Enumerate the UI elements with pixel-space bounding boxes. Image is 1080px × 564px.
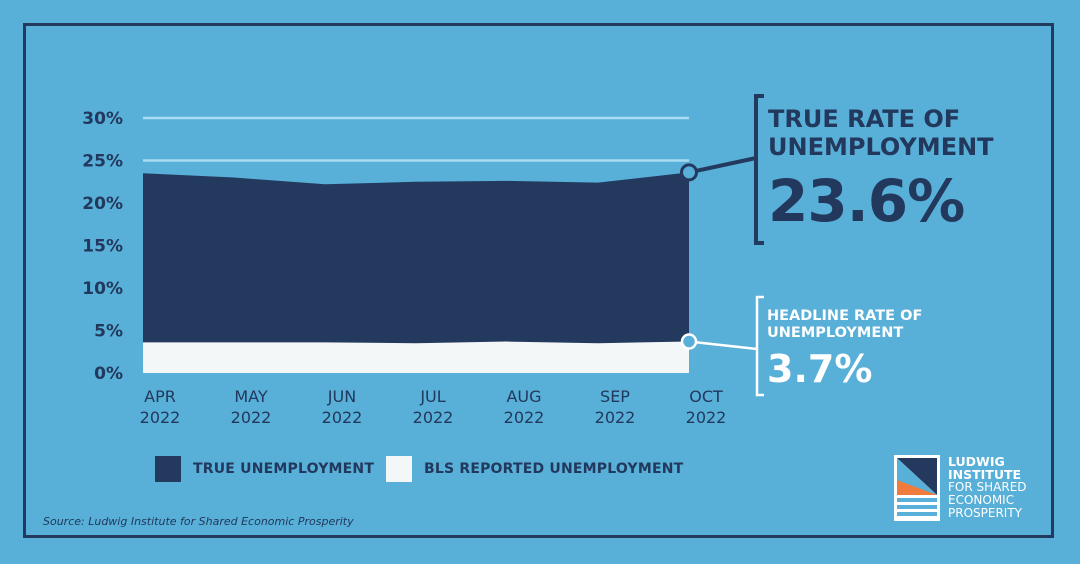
logo-line4: ECONOMIC <box>948 493 1015 507</box>
headline-rate-marker <box>680 333 698 350</box>
x-tick-year: 2022 <box>504 408 545 427</box>
x-tick-month: APR <box>144 387 176 406</box>
x-tick-label: JUN 2022 <box>322 387 363 427</box>
x-tick-year: 2022 <box>686 408 727 427</box>
x-tick-label: SEP 2022 <box>595 387 636 427</box>
true-rate-title-line1: TRUE RATE OF <box>768 105 961 133</box>
true-rate-connector <box>688 156 757 175</box>
source-note: Source: Ludwig Institute for Shared Econ… <box>43 515 354 528</box>
ludwig-logo-mark-icon <box>894 455 940 521</box>
true-rate-callout: TRUE RATE OF UNEMPLOYMENT <box>768 105 994 161</box>
x-tick-label: MAY 2022 <box>231 387 272 427</box>
x-tick-month: MAY <box>234 387 268 406</box>
x-tick-year: 2022 <box>595 408 636 427</box>
true-rate-title-line2: UNEMPLOYMENT <box>768 132 994 161</box>
ludwig-logo-text: LUDWIG INSTITUTE FOR SHARED ECONOMIC PRO… <box>948 455 1027 521</box>
x-tick-month: SEP <box>600 387 630 406</box>
x-tick-year: 2022 <box>140 408 181 427</box>
logo-line5: PROSPERITY <box>948 506 1022 520</box>
headline-rate-bracket <box>755 295 764 397</box>
frame-border <box>23 23 1054 538</box>
x-tick-label: JUL 2022 <box>413 387 454 427</box>
x-tick-month: JUN <box>327 387 356 406</box>
y-tick-label: 25% <box>82 152 123 172</box>
x-tick-year: 2022 <box>413 408 454 427</box>
legend-label-true: TRUE UNEMPLOYMENT <box>193 461 375 477</box>
x-tick-label: OCT 2022 <box>686 387 727 427</box>
y-tick-label: 10% <box>82 279 123 299</box>
area-series-true-unemployment <box>143 172 689 373</box>
true-rate-bracket <box>754 94 764 245</box>
x-tick-month: OCT <box>689 387 723 406</box>
x-tick-label: AUG 2022 <box>504 387 545 427</box>
legend-true: TRUE UNEMPLOYMENT <box>155 456 374 482</box>
legend-swatch-true <box>155 456 181 482</box>
x-tick-month: AUG <box>506 387 541 406</box>
true-rate-marker <box>680 163 698 182</box>
legend-label-bls: BLS REPORTED UNEMPLOYMENT <box>424 461 684 477</box>
y-tick-label: 30% <box>82 109 123 129</box>
logo-line3: FOR SHARED <box>948 480 1027 494</box>
y-tick-label: 15% <box>82 237 123 257</box>
true-rate-value: 23.6% <box>768 167 965 235</box>
logo-line2: INSTITUTE <box>948 467 1022 482</box>
area-series-bls-reported <box>143 341 689 373</box>
x-tick-year: 2022 <box>231 408 272 427</box>
x-tick-label: APR 2022 <box>140 387 181 427</box>
x-tick-month: JUL <box>419 387 445 406</box>
legend-swatch-bls <box>386 456 412 482</box>
y-tick-label: 0% <box>94 364 123 384</box>
y-tick-label: 5% <box>94 322 123 342</box>
logo-line1: LUDWIG <box>948 454 1005 469</box>
headline-rate-value: 3.7% <box>767 347 873 391</box>
ludwig-logo: LUDWIG INSTITUTE FOR SHARED ECONOMIC PRO… <box>894 455 1027 521</box>
headline-rate-connector <box>688 340 758 351</box>
headline-rate-callout: HEADLINE RATE OF UNEMPLOYMENT <box>767 308 922 341</box>
legend-bls: BLS REPORTED UNEMPLOYMENT <box>386 456 683 482</box>
y-tick-label: 20% <box>82 194 123 214</box>
headline-rate-title-line1: HEADLINE RATE OF <box>767 308 923 324</box>
x-tick-year: 2022 <box>322 408 363 427</box>
headline-rate-title-line2: UNEMPLOYMENT <box>767 324 904 341</box>
